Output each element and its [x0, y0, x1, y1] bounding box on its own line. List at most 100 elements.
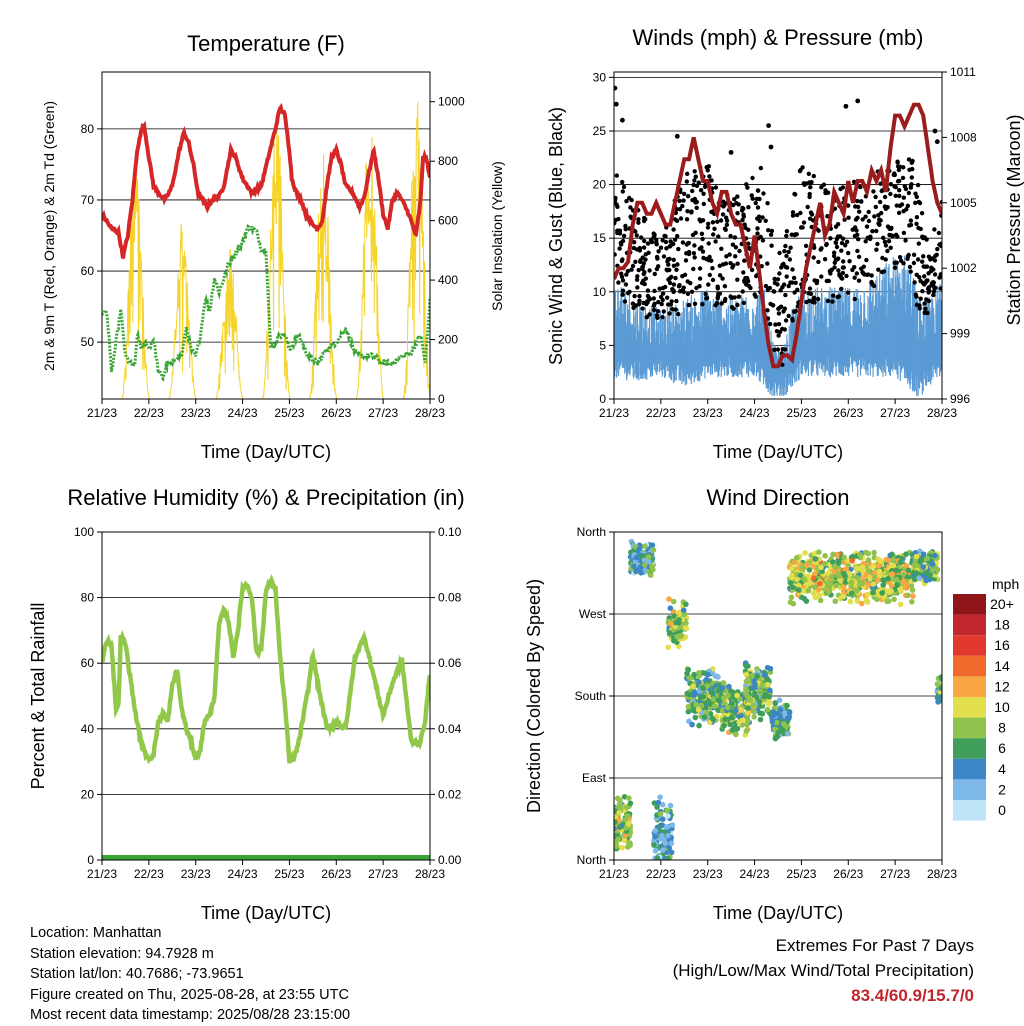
- gust-point: [908, 218, 914, 223]
- gust-point: [754, 196, 759, 202]
- gust-point: [717, 263, 722, 268]
- wind-direction-point: [652, 828, 659, 834]
- wind-direction-point: [938, 674, 942, 680]
- gust-point: [897, 188, 902, 193]
- gust-point: [922, 301, 927, 306]
- gust-point: [667, 244, 672, 249]
- gust-point: [620, 117, 625, 123]
- wind-direction-point: [668, 849, 675, 856]
- wind-direction-x-label: Time (Day/UTC): [713, 903, 843, 923]
- wind-direction-point: [821, 560, 828, 567]
- gust-point: [839, 286, 844, 292]
- wind-direction-point: [715, 674, 721, 680]
- wind-direction-point: [722, 716, 728, 723]
- gust-point: [631, 245, 637, 251]
- gust-point: [715, 219, 720, 224]
- gust-point: [908, 183, 914, 188]
- wind-direction-point: [744, 693, 751, 699]
- wind-direction-point: [871, 549, 877, 556]
- wind-direction-point: [827, 581, 834, 588]
- wind-direction-point: [737, 712, 744, 719]
- gust-point: [906, 190, 912, 196]
- y-right-tick-label: 1000: [438, 95, 465, 109]
- colorbar-label: 8: [998, 720, 1006, 736]
- wind-direction-point: [705, 671, 711, 678]
- gust-point: [642, 281, 647, 287]
- gust-point: [617, 246, 622, 251]
- temperature-line: [102, 102, 430, 259]
- x-tick-label: 24/23: [228, 867, 258, 881]
- wind-direction-point: [708, 689, 714, 695]
- gust-point: [671, 227, 676, 232]
- gust-point: [839, 240, 845, 246]
- gust-point: [623, 227, 628, 232]
- gust-point: [932, 128, 938, 134]
- gust-point: [710, 220, 716, 225]
- gust-point: [881, 235, 886, 240]
- gust-point: [931, 289, 937, 294]
- colorbar-swatch: [953, 738, 986, 759]
- x-tick-label: 22/23: [646, 867, 676, 881]
- x-tick-label: 24/23: [740, 867, 770, 881]
- wind-direction-point: [751, 690, 758, 697]
- gust-point: [735, 277, 740, 282]
- wind-direction-point: [712, 703, 718, 710]
- gust-point: [676, 246, 681, 252]
- x-tick-label: 25/23: [786, 867, 816, 881]
- gust-point: [720, 212, 726, 217]
- wind-direction-point: [685, 708, 692, 715]
- x-tick-label: 27/23: [880, 867, 910, 881]
- wind-direction-point: [626, 839, 632, 846]
- wind-direction-point: [908, 583, 915, 589]
- gust-point: [885, 205, 890, 210]
- wind-direction-point: [922, 570, 929, 576]
- gust-point: [654, 237, 659, 243]
- wind-direction-point: [810, 590, 817, 597]
- gust-point: [651, 296, 656, 301]
- gust-point: [852, 275, 857, 280]
- colorbar-label: 6: [998, 740, 1006, 756]
- gust-point: [892, 171, 897, 176]
- wind-direction-point: [889, 551, 895, 558]
- wind-direction-point: [769, 718, 776, 725]
- wind-direction-point: [833, 582, 839, 589]
- gust-point: [889, 225, 894, 231]
- gust-point: [843, 243, 848, 248]
- gust-point: [630, 263, 636, 269]
- gust-point: [633, 259, 638, 264]
- gust-point: [893, 184, 898, 190]
- y-tick-label: North: [577, 525, 606, 539]
- gust-point: [824, 278, 829, 284]
- gust-point: [647, 268, 652, 273]
- extremes-box: Extremes For Past 7 Days (High/Low/Max W…: [673, 933, 974, 1008]
- y-tick-label: 0: [599, 392, 606, 406]
- gust-point: [873, 204, 878, 210]
- gust-point: [843, 103, 849, 109]
- y-tick-label: 20: [81, 787, 95, 801]
- wind-direction-point: [736, 719, 742, 725]
- gust-point: [860, 217, 865, 222]
- gust-point: [660, 291, 666, 296]
- gust-point: [688, 280, 693, 286]
- wind-direction-point: [690, 707, 696, 714]
- gust-point: [864, 272, 870, 277]
- wind-direction-point: [803, 598, 810, 604]
- wind-direction-point: [924, 555, 931, 562]
- wind-direction-point: [614, 825, 617, 832]
- gust-point: [735, 302, 740, 308]
- gust-point: [659, 301, 664, 307]
- gust-point: [664, 246, 669, 251]
- gust-point: [830, 299, 835, 304]
- gust-point: [685, 171, 690, 176]
- gust-point: [878, 181, 883, 186]
- gust-point: [776, 322, 782, 327]
- x-tick-label: 26/23: [321, 867, 351, 881]
- x-tick-label: 27/23: [368, 867, 398, 881]
- gust-point: [908, 269, 913, 274]
- gust-point: [920, 289, 925, 294]
- colorbar-swatch: [953, 800, 986, 821]
- gust-point: [784, 233, 789, 239]
- wind-direction-point: [784, 730, 791, 737]
- gust-point: [915, 257, 921, 262]
- gust-point: [861, 264, 866, 269]
